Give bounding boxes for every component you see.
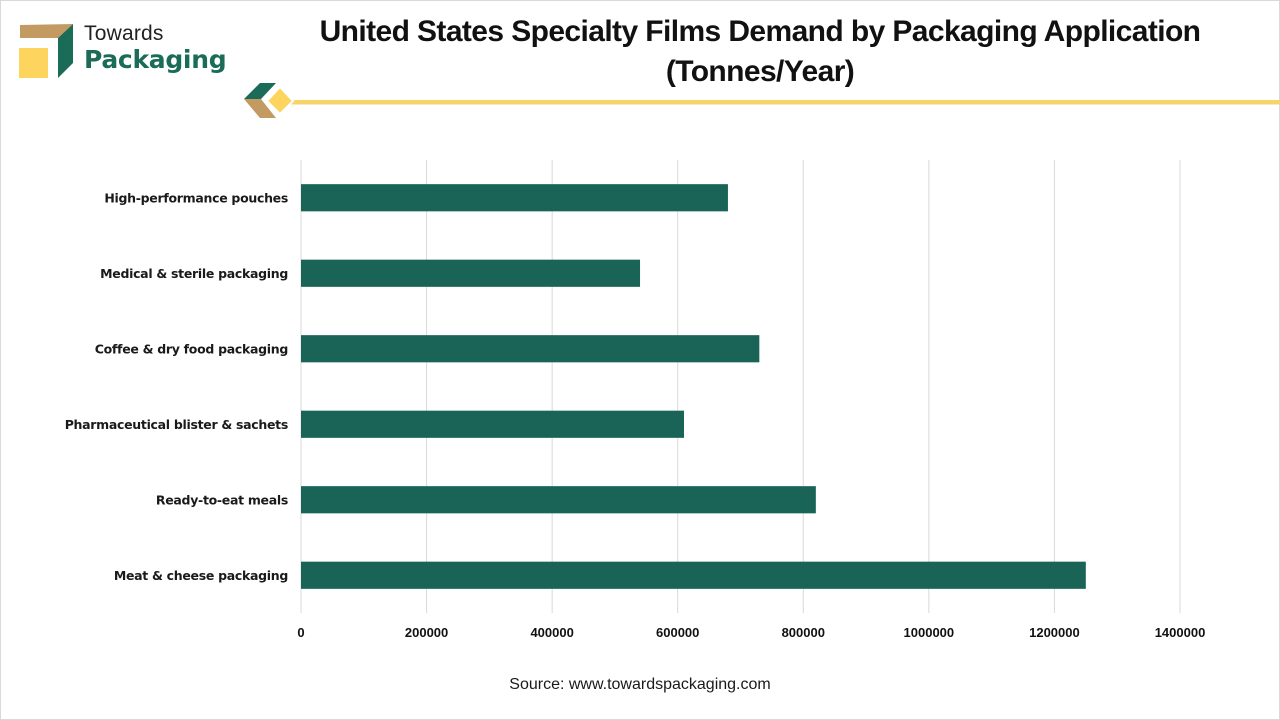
x-tick-label: 400000 [530,625,573,640]
grid-lines [300,160,1181,613]
x-tick-label: 600000 [656,625,699,640]
category-label: Ready-to-eat meals [156,492,288,507]
divider-yellow-diamond-icon [265,85,295,116]
chart-title-line2: (Tonnes/Year) [665,55,855,88]
cube-front-face [19,48,48,78]
cube-side-face [58,24,73,78]
bar [301,335,760,363]
divider-tan-chevron-icon [244,99,276,118]
bar [301,561,1086,589]
x-tick-label: 1400000 [1155,625,1206,640]
cube-logo-icon [19,24,73,78]
x-tick-label: 200000 [405,625,448,640]
bar [301,184,728,212]
bar-chart: High-performance pouches Medical & steril… [65,160,1205,640]
divider-green-chevron-icon [244,83,276,99]
x-tick-label: 1000000 [904,625,955,640]
bar [301,486,816,514]
brand-name-line2: Packaging [84,45,227,74]
bar [301,259,641,287]
category-label: Medical & sterile packaging [100,266,288,281]
x-tick-labels: 0 200000 400000 600000 800000 1000000 1200000 1… [297,625,1205,640]
brand-name-line1: Towards [84,22,164,45]
category-label: Meat & cheese packaging [114,568,288,583]
cube-top-face [20,24,73,38]
bar [301,410,684,438]
x-tick-label: 800000 [782,625,825,640]
x-tick-label: 1200000 [1029,625,1080,640]
divider-accent-line [284,100,1280,105]
category-label: Pharmaceutical blister & sachets [65,417,288,432]
title-divider [244,83,1280,118]
category-label: High-performance pouches [104,190,288,205]
category-labels: High-performance pouches Medical & steril… [65,190,289,583]
chart-title: United States Specialty Films Demand by … [290,12,1230,92]
brand-logo: Towards Packaging [14,18,244,86]
category-label: Coffee & dry food packaging [95,341,288,356]
bars [301,184,1086,589]
source-note: Source: www.towardspackaging.com [509,676,771,693]
x-tick-label: 0 [297,625,304,640]
chart-title-line1: United States Specialty Films Demand by … [319,15,1201,48]
